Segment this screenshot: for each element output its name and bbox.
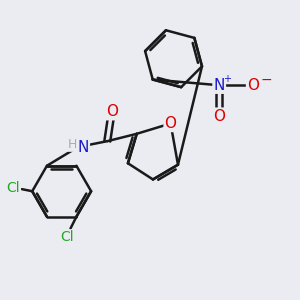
Text: N: N (214, 78, 225, 93)
Text: O: O (106, 104, 118, 119)
Text: O: O (165, 116, 177, 131)
Text: −: − (260, 73, 272, 87)
Text: +: + (224, 74, 231, 84)
Text: Cl: Cl (6, 181, 20, 195)
Text: Cl: Cl (61, 230, 74, 244)
Text: N: N (77, 140, 89, 154)
Text: H: H (68, 138, 77, 151)
Text: O: O (213, 109, 225, 124)
Text: O: O (247, 78, 259, 93)
